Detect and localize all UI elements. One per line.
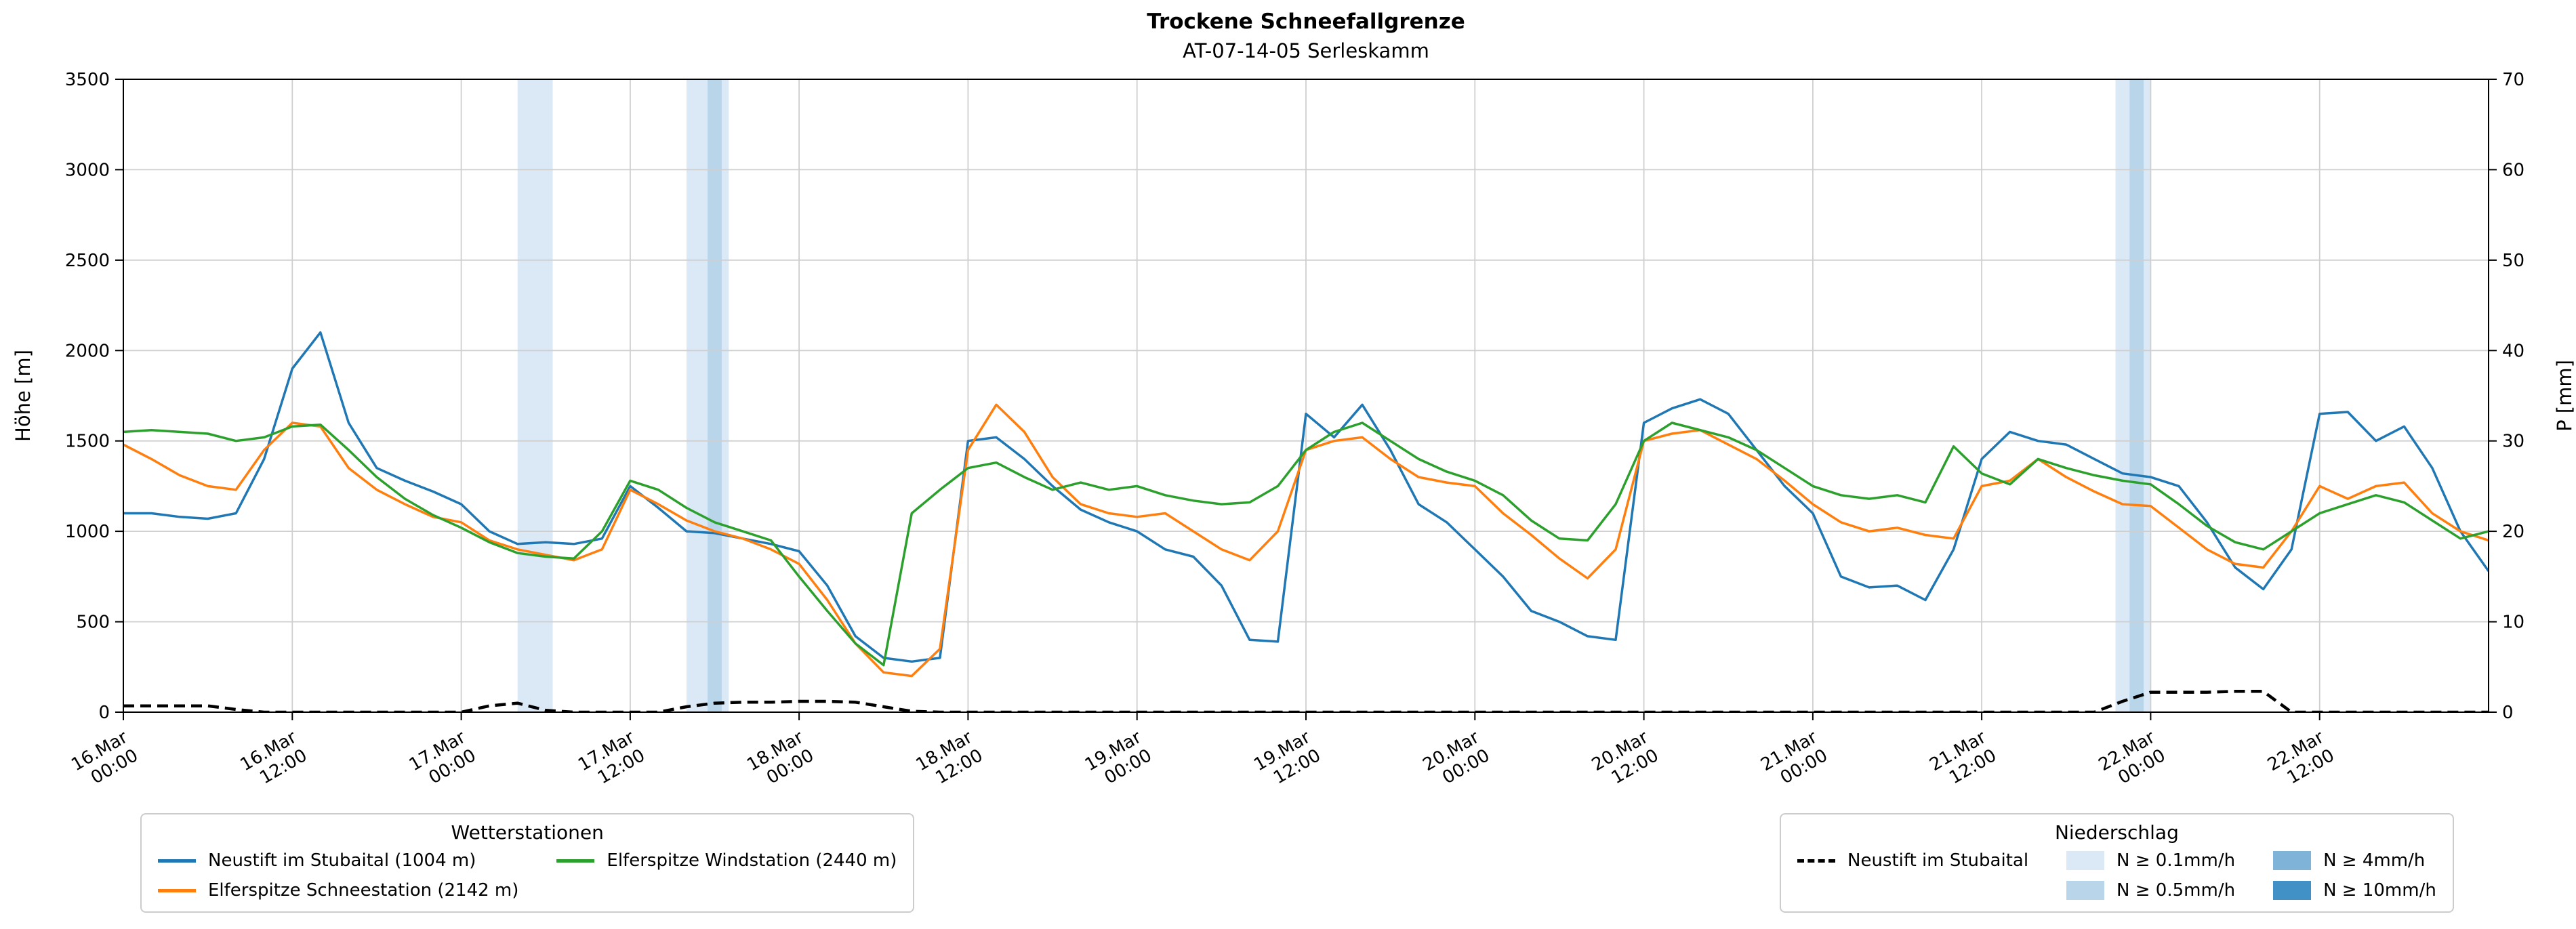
y-axis-right: 0 10 20 30 40 50 60 70 (2489, 70, 2524, 723)
legend-label-windstation: Elferspitze Windstation (2440 m) (607, 850, 897, 871)
svg-text:16.Mar12:00: 16.Mar12:00 (237, 727, 311, 793)
svg-text:18.Mar00:00: 18.Mar00:00 (743, 727, 817, 793)
legend-item-level-05: N ≥ 0.5mm/h (2066, 880, 2235, 901)
legend-item-schneestation: Elferspitze Schneestation (2142 m) (158, 880, 518, 901)
legend-column: Neustift im Stubaital (1797, 850, 2028, 871)
precip-level-10-swatch (2273, 881, 2312, 900)
svg-text:3500: 3500 (65, 70, 110, 90)
legend-item-precip-line: Neustift im Stubaital (1797, 850, 2028, 871)
legend-label-level-05: N ≥ 0.5mm/h (2117, 880, 2236, 901)
svg-text:17.Mar00:00: 17.Mar00:00 (406, 727, 480, 793)
legend-label-level-01: N ≥ 0.1mm/h (2117, 850, 2236, 871)
series-line-2 (123, 421, 2489, 667)
legend-label-level-10: N ≥ 10mm/h (2323, 880, 2436, 901)
legend-label-level-4: N ≥ 4mm/h (2323, 850, 2426, 871)
chart-title: Trockene Schneefallgrenze (1147, 9, 1465, 34)
svg-text:19.Mar12:00: 19.Mar12:00 (1250, 727, 1324, 793)
legend-column: N ≥ 0.1mm/h N ≥ 0.5mm/h (2066, 850, 2235, 901)
legend-item-windstation: Elferspitze Windstation (2440 m) (556, 850, 897, 871)
svg-text:60: 60 (2502, 160, 2524, 180)
series-lines (123, 331, 2489, 712)
svg-text:0: 0 (2502, 703, 2514, 723)
svg-text:20.Mar00:00: 20.Mar00:00 (1420, 727, 1494, 793)
svg-text:2500: 2500 (65, 251, 110, 271)
precip-dashed-line (123, 690, 2489, 712)
svg-text:19.Mar00:00: 19.Mar00:00 (1082, 727, 1156, 793)
legend-item-level-01: N ≥ 0.1mm/h (2066, 850, 2235, 871)
svg-text:30: 30 (2502, 432, 2524, 452)
svg-text:70: 70 (2502, 70, 2524, 90)
legend-wetterstationen-title: Wetterstationen (451, 821, 604, 844)
svg-text:10: 10 (2502, 613, 2524, 633)
legend-niederschlag-columns: Neustift im Stubaital N ≥ 0.1mm/h N ≥ 0.… (1797, 850, 2436, 901)
precip-dashed-line-swatch (1797, 859, 1835, 863)
neustift-line-swatch (158, 859, 196, 863)
ylabel-left: Höhe [m] (12, 350, 35, 442)
svg-text:1000: 1000 (65, 522, 110, 542)
svg-text:21.Mar00:00: 21.Mar00:00 (1757, 727, 1831, 793)
svg-text:20.Mar12:00: 20.Mar12:00 (1589, 727, 1662, 793)
precip-level-01-swatch (2066, 851, 2105, 870)
precip-bands (517, 79, 2151, 712)
precip-band (517, 79, 553, 712)
svg-text:2000: 2000 (65, 341, 110, 361)
windstation-line-swatch (556, 859, 595, 863)
legend-item-level-10: N ≥ 10mm/h (2273, 880, 2436, 901)
legend-label-schneestation: Elferspitze Schneestation (2142 m) (208, 880, 519, 901)
legend-column: Neustift im Stubaital (1004 m) Elferspit… (158, 850, 518, 901)
svg-text:21.Mar12:00: 21.Mar12:00 (1926, 727, 2000, 793)
legend-label-neustift: Neustift im Stubaital (1004 m) (208, 850, 476, 871)
y-axis-left: 0 500 1000 1500 2000 2500 3000 3500 (65, 70, 123, 723)
svg-text:18.Mar12:00: 18.Mar12:00 (913, 727, 987, 793)
legend-wetterstationen-columns: Neustift im Stubaital (1004 m) Elferspit… (158, 850, 897, 901)
svg-text:0: 0 (98, 703, 110, 723)
svg-text:16.Mar00:00: 16.Mar00:00 (68, 727, 142, 793)
precip-level-4-swatch (2273, 851, 2312, 870)
precip-band (708, 79, 722, 712)
chart-subtitle: AT-07-14-05 Serleskamm (1183, 39, 1429, 62)
legend-niederschlag: Niederschlag Neustift im Stubaital N ≥ 0… (1780, 813, 2454, 913)
legend-wetterstationen: Wetterstationen Neustift im Stubaital (1… (140, 813, 915, 913)
svg-text:22.Mar12:00: 22.Mar12:00 (2264, 727, 2338, 793)
svg-text:40: 40 (2502, 341, 2524, 361)
legend-label-precip-line: Neustift im Stubaital (1847, 850, 2029, 871)
svg-text:22.Mar00:00: 22.Mar00:00 (2095, 727, 2169, 793)
legend-item-level-4: N ≥ 4mm/h (2273, 850, 2436, 871)
svg-text:20: 20 (2502, 522, 2524, 542)
x-axis: 16.Mar00:00 16.Mar12:00 17.Mar00:00 17.Mar1… (68, 712, 2338, 793)
svg-text:500: 500 (76, 613, 110, 633)
legend-column: Elferspitze Windstation (2440 m) (556, 850, 897, 871)
svg-text:1500: 1500 (65, 432, 110, 452)
precip-level-05-swatch (2066, 881, 2105, 900)
schneestation-line-swatch (158, 888, 196, 892)
svg-text:17.Mar12:00: 17.Mar12:00 (575, 727, 649, 793)
legend-item-neustift: Neustift im Stubaital (1004 m) (158, 850, 518, 871)
precip-band (2129, 79, 2144, 712)
legend-niederschlag-title: Niederschlag (2054, 821, 2179, 844)
svg-text:3000: 3000 (65, 160, 110, 180)
legend-column: N ≥ 4mm/h N ≥ 10mm/h (2273, 850, 2436, 901)
ylabel-right: P [mm] (2553, 360, 2576, 432)
svg-text:50: 50 (2502, 251, 2524, 271)
series-line-0 (123, 331, 2489, 663)
